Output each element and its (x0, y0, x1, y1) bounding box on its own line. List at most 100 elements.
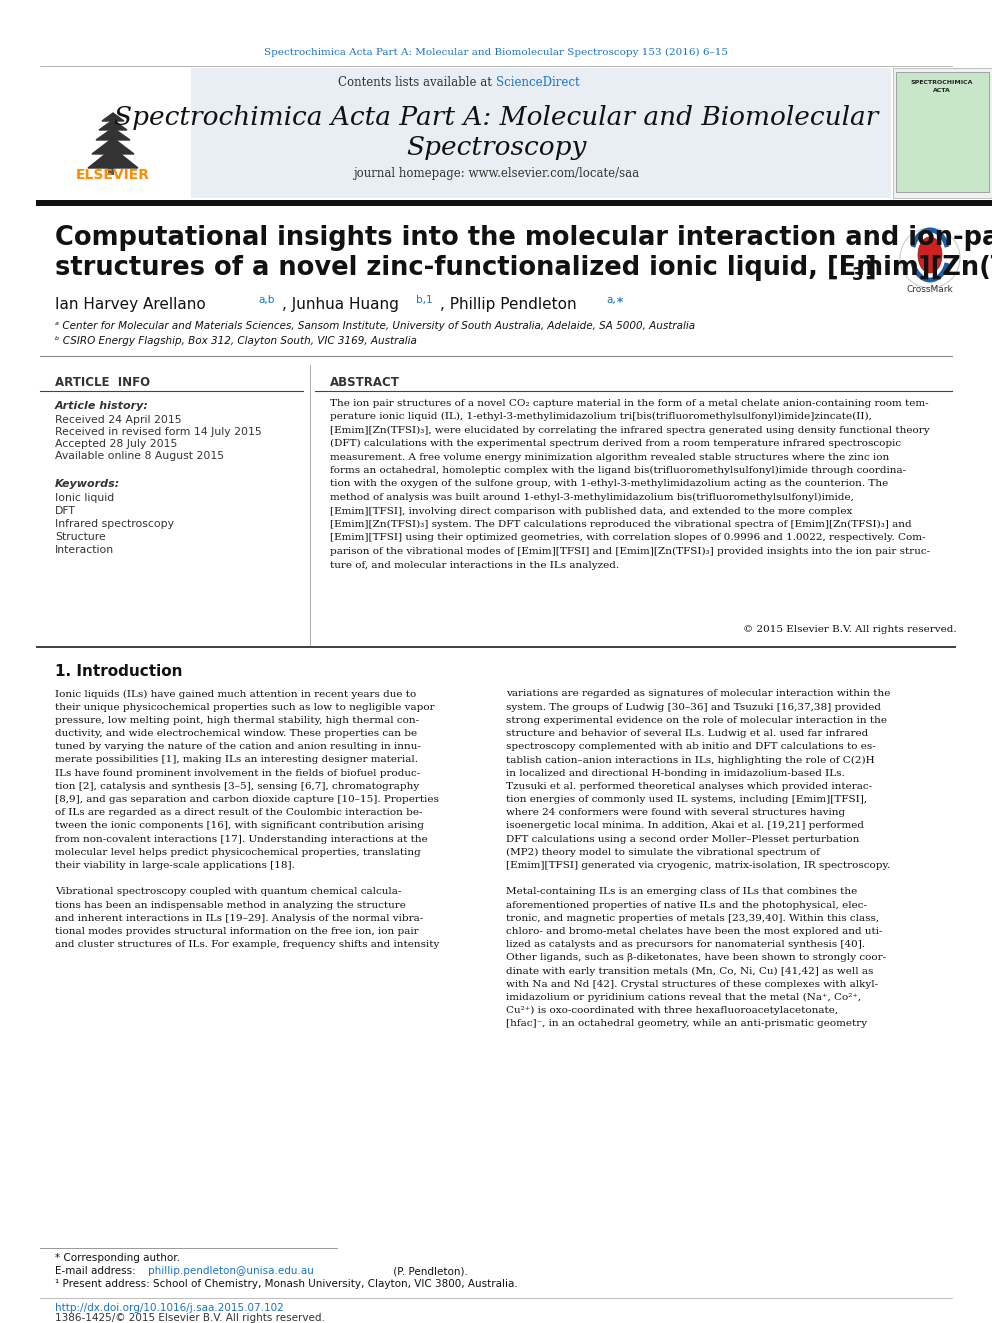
Text: [hfac]⁻, in an octahedral geometry, while an anti-prismatic geometry: [hfac]⁻, in an octahedral geometry, whil… (506, 1020, 867, 1028)
Text: dinate with early transition metals (Mn, Co, Ni, Cu) [41,42] as well as: dinate with early transition metals (Mn,… (506, 967, 873, 976)
Text: Metal-containing ILs is an emerging class of ILs that combines the: Metal-containing ILs is an emerging clas… (506, 888, 857, 897)
Text: ARTICLE  INFO: ARTICLE INFO (55, 376, 150, 389)
Text: tween the ionic components [16], with significant contribution arising: tween the ionic components [16], with si… (55, 822, 424, 831)
Text: phillip.pendleton@unisa.edu.au: phillip.pendleton@unisa.edu.au (148, 1266, 313, 1275)
Text: ᵇ CSIRO Energy Flagship, Box 312, Clayton South, VIC 3169, Australia: ᵇ CSIRO Energy Flagship, Box 312, Clayto… (55, 336, 417, 347)
Text: system. The groups of Ludwig [30–36] and Tsuzuki [16,37,38] provided: system. The groups of Ludwig [30–36] and… (506, 703, 881, 712)
Text: ductivity, and wide electrochemical window. These properties can be: ductivity, and wide electrochemical wind… (55, 729, 417, 738)
Polygon shape (88, 148, 138, 168)
Text: tablish cation–anion interactions in ILs, highlighting the role of C(2)H: tablish cation–anion interactions in ILs… (506, 755, 875, 765)
Text: Ionic liquids (ILs) have gained much attention in recent years due to: Ionic liquids (ILs) have gained much att… (55, 689, 417, 699)
Bar (36, 67, 891, 198)
Text: variations are regarded as signatures of molecular interaction within the: variations are regarded as signatures of… (506, 689, 891, 699)
Text: tuned by varying the nature of the cation and anion resulting in innu-: tuned by varying the nature of the catio… (55, 742, 421, 751)
Text: Computational insights into the molecular interaction and ion-pair: Computational insights into the molecula… (55, 225, 992, 251)
Text: forms an octahedral, homoleptic complex with the ligand bis(trifluoromethylsulfo: forms an octahedral, homoleptic complex … (330, 466, 906, 475)
Text: DFT: DFT (55, 505, 75, 516)
Text: (DFT) calculations with the experimental spectrum derived from a room temperatur: (DFT) calculations with the experimental… (330, 439, 901, 448)
Text: [Emim][Zn(TFSI)₃], were elucidated by correlating the infrared spectra generated: [Emim][Zn(TFSI)₃], were elucidated by co… (330, 426, 930, 434)
Text: parison of the vibrational modes of [Emim][TFSI] and [Emim][Zn(TFSI)₃] provided : parison of the vibrational modes of [Emi… (330, 546, 930, 556)
Text: Available online 8 August 2015: Available online 8 August 2015 (55, 451, 224, 460)
Text: Tzusuki et al. performed theoretical analyses which provided interac-: Tzusuki et al. performed theoretical ana… (506, 782, 872, 791)
Text: a,b: a,b (258, 295, 275, 306)
Text: [Emim][TFSI] using their optimized geometries, with correlation slopes of 0.9996: [Emim][TFSI] using their optimized geome… (330, 533, 926, 542)
Text: isoenergetic local minima. In addition, Akai et al. [19,21] performed: isoenergetic local minima. In addition, … (506, 822, 864, 831)
Text: , Phillip Pendleton: , Phillip Pendleton (440, 298, 581, 312)
Text: in localized and directional H-bonding in imidazolium-based ILs.: in localized and directional H-bonding i… (506, 769, 845, 778)
Text: measurement. A free volume energy minimization algorithm revealed stable structu: measurement. A free volume energy minimi… (330, 452, 889, 462)
Text: CrossMark: CrossMark (907, 286, 953, 295)
Text: ᵃ Center for Molecular and Materials Sciences, Sansom Institute, University of S: ᵃ Center for Molecular and Materials Sci… (55, 321, 695, 331)
Bar (36, 646, 956, 648)
Text: © 2015 Elsevier B.V. All rights reserved.: © 2015 Elsevier B.V. All rights reserved… (743, 626, 957, 635)
Text: E-mail address:: E-mail address: (55, 1266, 139, 1275)
Text: * Corresponding author.: * Corresponding author. (55, 1253, 180, 1263)
Text: their unique physicochemical properties such as low to negligible vapor: their unique physicochemical properties … (55, 703, 434, 712)
Bar (36, 67, 191, 198)
Text: ture of, and molecular interactions in the ILs analyzed.: ture of, and molecular interactions in t… (330, 561, 619, 569)
Text: structures of a novel zinc-functionalized ionic liquid, [Emim][Zn(TFSI): structures of a novel zinc-functionalize… (55, 255, 992, 280)
Text: The ion pair structures of a novel CO₂ capture material in the form of a metal c: The ion pair structures of a novel CO₂ c… (330, 398, 929, 407)
Text: (MP2) theory model to simulate the vibrational spectrum of: (MP2) theory model to simulate the vibra… (506, 848, 819, 857)
Text: 1386-1425/© 2015 Elsevier B.V. All rights reserved.: 1386-1425/© 2015 Elsevier B.V. All right… (55, 1312, 324, 1323)
Text: Other ligands, such as β-diketonates, have been shown to strongly coor-: Other ligands, such as β-diketonates, ha… (506, 954, 886, 963)
Text: spectroscopy complemented with ab initio and DFT calculations to es-: spectroscopy complemented with ab initio… (506, 742, 876, 751)
Text: of ILs are regarded as a direct result of the Coulombic interaction be-: of ILs are regarded as a direct result o… (55, 808, 423, 818)
Text: Received in revised form 14 July 2015: Received in revised form 14 July 2015 (55, 427, 262, 437)
Polygon shape (92, 138, 134, 153)
Text: ILs have found prominent involvement in the fields of biofuel produc-: ILs have found prominent involvement in … (55, 769, 421, 778)
Bar (108, 155, 114, 175)
Text: ACTA: ACTA (933, 89, 951, 94)
Text: tion with the oxygen of the sulfone group, with 1-ethyl-3-methylimidazolium acti: tion with the oxygen of the sulfone grou… (330, 479, 888, 488)
Text: Infrared spectroscopy: Infrared spectroscopy (55, 519, 174, 529)
Text: a,∗: a,∗ (606, 295, 625, 306)
Bar (893, 67, 992, 198)
Text: their viability in large-scale applications [18].: their viability in large-scale applicati… (55, 861, 295, 871)
Text: chloro- and bromo-metal chelates have been the most explored and uti-: chloro- and bromo-metal chelates have be… (506, 927, 883, 937)
Text: DFT calculations using a second order Moller–Plesset perturbation: DFT calculations using a second order Mo… (506, 835, 859, 844)
Text: strong experimental evidence on the role of molecular interaction in the: strong experimental evidence on the role… (506, 716, 887, 725)
Text: b,1: b,1 (416, 295, 433, 306)
Text: tion energies of commonly used IL systems, including [Emim][TFSI],: tion energies of commonly used IL system… (506, 795, 867, 804)
Bar (36, 200, 992, 206)
Text: pressure, low melting point, high thermal stability, high thermal con-: pressure, low melting point, high therma… (55, 716, 420, 725)
Polygon shape (96, 128, 130, 140)
Text: Contents lists available at: Contents lists available at (338, 77, 496, 90)
Text: , Junhua Huang: , Junhua Huang (282, 298, 404, 312)
Text: ScienceDirect: ScienceDirect (496, 77, 579, 90)
Text: merate possibilities [1], making ILs an interesting designer material.: merate possibilities [1], making ILs an … (55, 755, 418, 765)
Text: lized as catalysts and as precursors for nanomaterial synthesis [40].: lized as catalysts and as precursors for… (506, 941, 865, 950)
Text: and inherent interactions in ILs [19–29]. Analysis of the normal vibra-: and inherent interactions in ILs [19–29]… (55, 914, 424, 923)
Text: Vibrational spectroscopy coupled with quantum chemical calcula-: Vibrational spectroscopy coupled with qu… (55, 888, 402, 897)
Text: [Emim][TFSI] generated via cryogenic, matrix-isolation, IR spectroscopy.: [Emim][TFSI] generated via cryogenic, ma… (506, 861, 890, 871)
Text: 3: 3 (852, 266, 864, 284)
Polygon shape (102, 112, 124, 120)
Text: Cu²⁺) is oxo-coordinated with three hexafluoroacetylacetonate,: Cu²⁺) is oxo-coordinated with three hexa… (506, 1007, 838, 1015)
Bar (896, 71, 989, 192)
Text: Ian Harvey Arellano: Ian Harvey Arellano (55, 298, 210, 312)
Text: tion [2], catalysis and synthesis [3–5], sensing [6,7], chromatography: tion [2], catalysis and synthesis [3–5],… (55, 782, 420, 791)
Text: ELSEVIER: ELSEVIER (76, 168, 150, 183)
Text: Spectrochimica Acta Part A: Molecular and Biomolecular Spectroscopy 153 (2016) 6: Spectrochimica Acta Part A: Molecular an… (264, 48, 728, 57)
Text: Spectroscopy: Spectroscopy (406, 135, 586, 160)
Text: [8,9], and gas separation and carbon dioxide capture [10–15]. Properties: [8,9], and gas separation and carbon dio… (55, 795, 438, 804)
Text: [Emim][Zn(TFSI)₃] system. The DFT calculations reproduced the vibrational spectr: [Emim][Zn(TFSI)₃] system. The DFT calcul… (330, 520, 912, 529)
Text: method of analysis was built around 1-ethyl-3-methylimidazolium bis(trifluoromet: method of analysis was built around 1-et… (330, 493, 854, 501)
Text: SPECTROCHIMICA: SPECTROCHIMICA (911, 81, 973, 86)
Text: Received 24 April 2015: Received 24 April 2015 (55, 415, 182, 425)
Text: ]: ] (864, 255, 876, 280)
Text: where 24 conformers were found with several structures having: where 24 conformers were found with seve… (506, 808, 845, 818)
Text: Keywords:: Keywords: (55, 479, 120, 490)
Text: journal homepage: www.elsevier.com/locate/saa: journal homepage: www.elsevier.com/locat… (353, 168, 639, 180)
Text: [Emim][TFSI], involving direct comparison with published data, and extended to t: [Emim][TFSI], involving direct compariso… (330, 507, 852, 516)
Text: tronic, and magnetic properties of metals [23,39,40]. Within this class,: tronic, and magnetic properties of metal… (506, 914, 879, 923)
Text: aforementioned properties of native ILs and the photophysical, elec-: aforementioned properties of native ILs … (506, 901, 867, 910)
Text: Ionic liquid: Ionic liquid (55, 493, 114, 503)
Polygon shape (99, 120, 127, 130)
Text: from non-covalent interactions [17]. Understanding interactions at the: from non-covalent interactions [17]. Und… (55, 835, 428, 844)
Text: Structure: Structure (55, 532, 106, 542)
Text: ¹ Present address: School of Chemistry, Monash University, Clayton, VIC 3800, Au: ¹ Present address: School of Chemistry, … (55, 1279, 518, 1289)
Text: with Na and Nd [42]. Crystal structures of these complexes with alkyl-: with Na and Nd [42]. Crystal structures … (506, 980, 878, 988)
Text: Accepted 28 July 2015: Accepted 28 July 2015 (55, 439, 178, 448)
Text: tional modes provides structural information on the free ion, ion pair: tional modes provides structural informa… (55, 927, 419, 937)
